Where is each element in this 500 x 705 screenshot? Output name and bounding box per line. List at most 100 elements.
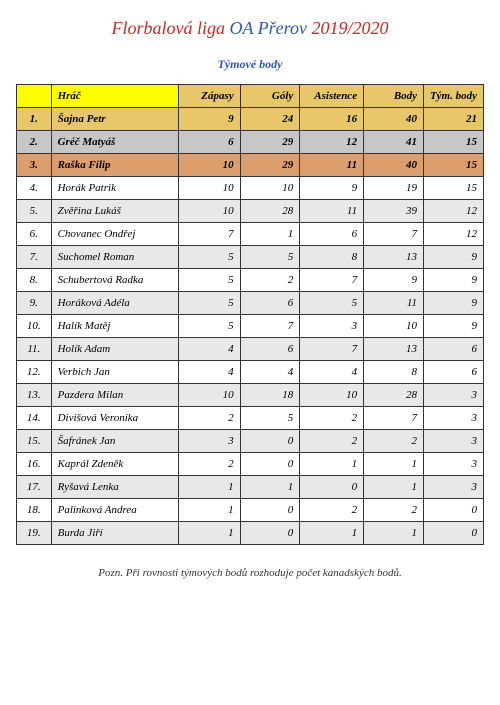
cell-teampoints: 3 xyxy=(424,430,484,453)
title-part-3: 2019/2020 xyxy=(311,18,388,38)
cell-games: 1 xyxy=(178,499,240,522)
cell-games: 1 xyxy=(178,476,240,499)
col-teampoints-header: Tým. body xyxy=(424,85,484,108)
cell-rank: 17. xyxy=(17,476,52,499)
table-row: 8.Schubertová Radka52799 xyxy=(17,269,484,292)
table-row: 9.Horáková Adéla565119 xyxy=(17,292,484,315)
cell-points: 1 xyxy=(364,522,424,545)
cell-teampoints: 12 xyxy=(424,200,484,223)
cell-player: Ryšavá Lenka xyxy=(51,476,178,499)
cell-assists: 9 xyxy=(300,177,364,200)
cell-games: 5 xyxy=(178,269,240,292)
cell-assists: 11 xyxy=(300,200,364,223)
table-row: 12.Verbich Jan44486 xyxy=(17,361,484,384)
cell-assists: 1 xyxy=(300,453,364,476)
cell-teampoints: 15 xyxy=(424,131,484,154)
page-subtitle: Týmové body xyxy=(16,57,484,72)
cell-assists: 6 xyxy=(300,223,364,246)
cell-player: Kaprál Zdeněk xyxy=(51,453,178,476)
table-row: 1.Šajna Petr924164021 xyxy=(17,108,484,131)
cell-assists: 12 xyxy=(300,131,364,154)
cell-assists: 8 xyxy=(300,246,364,269)
cell-goals: 1 xyxy=(240,223,300,246)
cell-goals: 5 xyxy=(240,246,300,269)
cell-points: 11 xyxy=(364,292,424,315)
cell-teampoints: 0 xyxy=(424,499,484,522)
col-assists-header: Asistence xyxy=(300,85,364,108)
cell-teampoints: 15 xyxy=(424,177,484,200)
cell-teampoints: 6 xyxy=(424,361,484,384)
cell-games: 5 xyxy=(178,315,240,338)
cell-assists: 7 xyxy=(300,269,364,292)
footnote: Pozn. Při rovnosti týmových bodů rozhodu… xyxy=(16,567,484,579)
cell-player: Gréč Matyáš xyxy=(51,131,178,154)
cell-teampoints: 3 xyxy=(424,384,484,407)
standings-table: Hráč Zápasy Góly Asistence Body Tým. bod… xyxy=(16,84,484,545)
col-points-header: Body xyxy=(364,85,424,108)
table-row: 13.Pazdera Milan101810283 xyxy=(17,384,484,407)
cell-games: 10 xyxy=(178,154,240,177)
cell-goals: 29 xyxy=(240,154,300,177)
cell-points: 19 xyxy=(364,177,424,200)
cell-teampoints: 9 xyxy=(424,292,484,315)
table-row: 2.Gréč Matyáš629124115 xyxy=(17,131,484,154)
table-row: 5.Zvěřina Lukáš1028113912 xyxy=(17,200,484,223)
cell-assists: 7 xyxy=(300,338,364,361)
cell-assists: 2 xyxy=(300,499,364,522)
cell-teampoints: 9 xyxy=(424,246,484,269)
cell-points: 7 xyxy=(364,223,424,246)
cell-goals: 5 xyxy=(240,407,300,430)
cell-points: 28 xyxy=(364,384,424,407)
cell-rank: 14. xyxy=(17,407,52,430)
cell-rank: 15. xyxy=(17,430,52,453)
cell-goals: 18 xyxy=(240,384,300,407)
cell-teampoints: 15 xyxy=(424,154,484,177)
cell-goals: 6 xyxy=(240,338,300,361)
cell-assists: 2 xyxy=(300,407,364,430)
cell-goals: 7 xyxy=(240,315,300,338)
cell-rank: 18. xyxy=(17,499,52,522)
cell-rank: 13. xyxy=(17,384,52,407)
table-row: 15.Šafránek Jan30223 xyxy=(17,430,484,453)
cell-teampoints: 6 xyxy=(424,338,484,361)
table-row: 7.Suchomel Roman558139 xyxy=(17,246,484,269)
table-row: 11.Holík Adam467136 xyxy=(17,338,484,361)
cell-teampoints: 3 xyxy=(424,453,484,476)
title-part-2: OA Přerov xyxy=(230,18,312,38)
cell-player: Šafránek Jan xyxy=(51,430,178,453)
table-row: 6.Chovanec Ondřej716712 xyxy=(17,223,484,246)
cell-player: Holík Adam xyxy=(51,338,178,361)
cell-rank: 6. xyxy=(17,223,52,246)
cell-assists: 2 xyxy=(300,430,364,453)
cell-goals: 1 xyxy=(240,476,300,499)
cell-rank: 7. xyxy=(17,246,52,269)
cell-assists: 1 xyxy=(300,522,364,545)
cell-teampoints: 12 xyxy=(424,223,484,246)
cell-points: 1 xyxy=(364,453,424,476)
table-row: 16.Kaprál Zdeněk20113 xyxy=(17,453,484,476)
cell-player: Divišová Veronika xyxy=(51,407,178,430)
cell-player: Pazdera Milan xyxy=(51,384,178,407)
cell-player: Zvěřina Lukáš xyxy=(51,200,178,223)
table-row: 3.Raška Filip1029114015 xyxy=(17,154,484,177)
cell-assists: 5 xyxy=(300,292,364,315)
cell-rank: 8. xyxy=(17,269,52,292)
cell-goals: 4 xyxy=(240,361,300,384)
cell-assists: 11 xyxy=(300,154,364,177)
cell-assists: 16 xyxy=(300,108,364,131)
cell-goals: 24 xyxy=(240,108,300,131)
table-body: 1.Šajna Petr9241640212.Gréč Matyáš629124… xyxy=(17,108,484,545)
cell-goals: 29 xyxy=(240,131,300,154)
cell-games: 10 xyxy=(178,177,240,200)
cell-assists: 0 xyxy=(300,476,364,499)
cell-points: 40 xyxy=(364,154,424,177)
cell-rank: 16. xyxy=(17,453,52,476)
cell-games: 5 xyxy=(178,246,240,269)
cell-points: 13 xyxy=(364,246,424,269)
cell-rank: 11. xyxy=(17,338,52,361)
table-row: 18.Palinková Andrea10220 xyxy=(17,499,484,522)
col-goals-header: Góly xyxy=(240,85,300,108)
table-row: 4.Horák Patrik101091915 xyxy=(17,177,484,200)
page-title: Florbalová liga OA Přerov 2019/2020 xyxy=(16,18,484,39)
cell-games: 2 xyxy=(178,407,240,430)
